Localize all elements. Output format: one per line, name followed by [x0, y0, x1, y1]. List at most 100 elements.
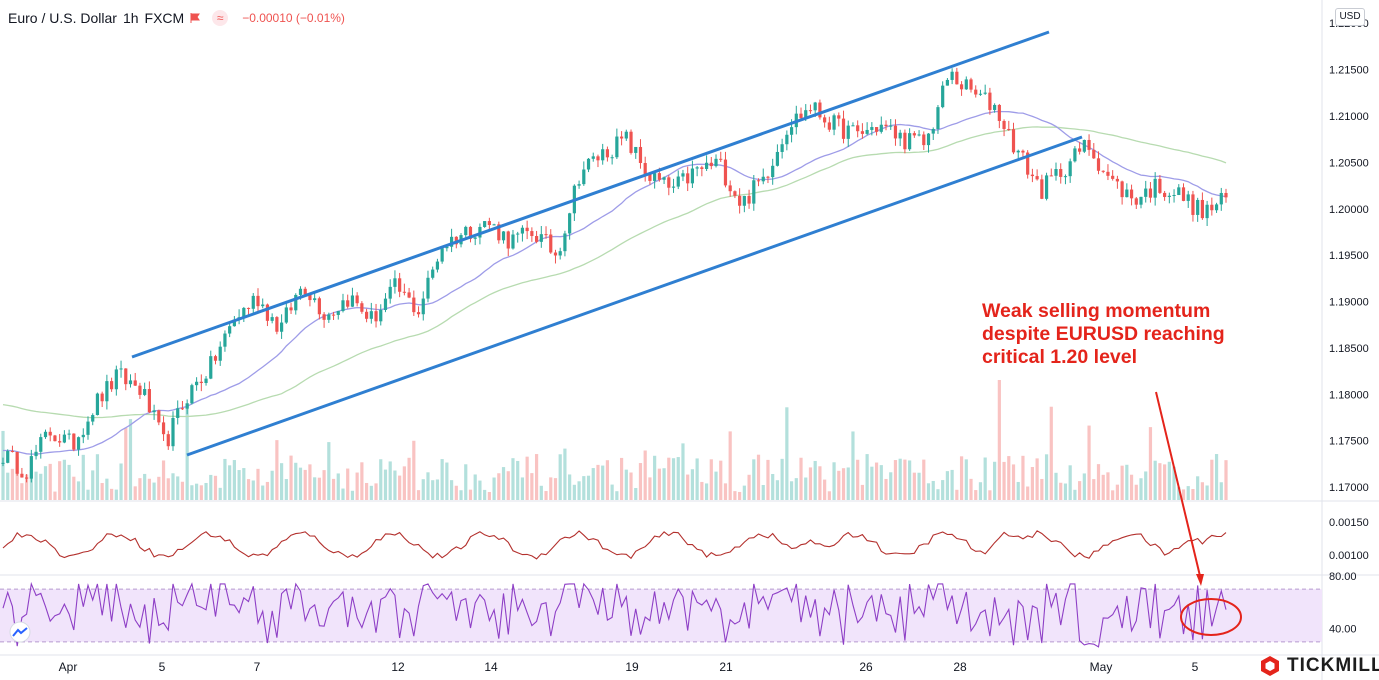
- volume-bar: [454, 485, 458, 500]
- candle-body: [67, 433, 71, 435]
- annotation-arrow: [1155, 391, 1242, 636]
- candle-body: [695, 167, 699, 169]
- candle-body: [1007, 128, 1011, 130]
- volume-bar: [265, 481, 270, 500]
- candle-body: [128, 380, 133, 385]
- candle-body: [1016, 150, 1020, 153]
- volume-bar: [100, 483, 104, 500]
- volume-bar: [209, 474, 213, 500]
- volume-bar: [487, 491, 491, 500]
- volume-bar: [884, 478, 888, 500]
- volume-bar: [195, 483, 199, 500]
- candle-body: [714, 158, 718, 167]
- volume-bar: [1078, 481, 1082, 500]
- candle-body: [1224, 192, 1228, 198]
- price-change: −0.00010 (−0.01%): [242, 11, 345, 25]
- volume-bar: [431, 480, 435, 500]
- candle-body: [1205, 204, 1209, 219]
- volume-bar: [379, 459, 383, 500]
- time-tick-label: 12: [391, 660, 405, 674]
- candle-body: [1101, 170, 1105, 172]
- volume-bar: [506, 471, 510, 500]
- volume-bar: [534, 454, 539, 500]
- volume-bar: [596, 464, 600, 500]
- volume-bar: [1163, 464, 1167, 500]
- candle-body: [369, 311, 373, 319]
- volume-bar: [610, 484, 614, 500]
- channel-upper-line: [131, 30, 1050, 359]
- candle-body: [808, 110, 813, 112]
- candle-body: [568, 213, 572, 234]
- volume-bar: [76, 481, 81, 500]
- candle-body: [412, 297, 416, 313]
- volume-bar: [256, 468, 260, 500]
- candle-body: [199, 381, 203, 384]
- time-tick-label: Apr: [59, 660, 78, 674]
- volume-bar: [1101, 474, 1105, 500]
- volume-bar: [1054, 472, 1058, 500]
- candle-body: [926, 133, 931, 146]
- wave-icon[interactable]: ≈: [212, 10, 229, 26]
- volume-bar: [468, 489, 473, 500]
- candle-body: [313, 298, 317, 301]
- candle-body: [213, 356, 218, 361]
- candle-body: [138, 385, 142, 395]
- candle-body: [497, 224, 501, 241]
- candle-body: [1, 462, 5, 464]
- price-tick-label: 1.20500: [1329, 157, 1369, 169]
- candle-body: [634, 146, 638, 153]
- volume-bar: [582, 476, 586, 500]
- interval-label[interactable]: 1h: [122, 10, 139, 26]
- candle-body: [1120, 181, 1124, 198]
- candle-body: [1035, 176, 1039, 180]
- candle-body: [270, 317, 274, 321]
- candle-body: [388, 286, 392, 299]
- candle-body: [591, 156, 595, 159]
- candle-body: [846, 125, 850, 139]
- candle-body: [1040, 179, 1044, 199]
- volume-bar: [771, 474, 775, 500]
- candle-body: [723, 159, 728, 186]
- candle-body: [279, 322, 284, 332]
- candle-body: [53, 435, 57, 442]
- volume-bar: [983, 457, 987, 500]
- trend-channel: [131, 30, 1083, 457]
- candle-body: [813, 102, 817, 111]
- candle-body: [317, 298, 321, 315]
- candle-body: [1153, 178, 1157, 198]
- candle-body: [1125, 189, 1129, 198]
- candle-body: [785, 134, 789, 145]
- volume-bar: [246, 479, 251, 500]
- candle-body: [747, 195, 751, 204]
- candle-body: [955, 71, 959, 85]
- volume-bar: [1210, 459, 1214, 500]
- currency-button[interactable]: USD: [1335, 8, 1365, 26]
- atr-line: [2, 530, 1227, 560]
- atr-tick-label: 0.00150: [1329, 517, 1369, 529]
- candle-body: [1082, 139, 1086, 152]
- tradingview-logo-icon[interactable]: [6, 621, 34, 643]
- volume-bar: [459, 490, 463, 500]
- candle-body: [969, 79, 973, 90]
- volume-bar: [374, 483, 378, 500]
- candle-body: [143, 389, 147, 395]
- candle-body: [176, 408, 180, 418]
- volume-bar: [704, 483, 709, 500]
- candle-body: [114, 369, 118, 390]
- volume-bar: [483, 489, 487, 500]
- volume-bar: [832, 462, 836, 500]
- candle-body: [662, 177, 666, 180]
- volume-bar: [931, 480, 935, 500]
- volume-bar: [1219, 482, 1223, 500]
- candle-body: [426, 277, 430, 299]
- candle-body: [1186, 194, 1190, 201]
- moving-averages: [2, 110, 1227, 455]
- symbol-name[interactable]: Euro / U.S. Dollar: [8, 10, 117, 26]
- volume-bar: [789, 481, 794, 500]
- volume-bar: [686, 474, 690, 500]
- volume-bar: [20, 483, 24, 500]
- volume-bar: [653, 455, 657, 500]
- flag-icon[interactable]: [190, 13, 201, 23]
